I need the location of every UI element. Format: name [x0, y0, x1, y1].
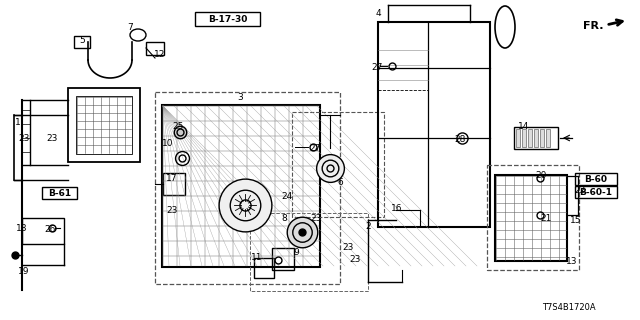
Bar: [74, 36, 90, 48]
Text: 24: 24: [282, 191, 292, 201]
Bar: [68, 88, 140, 162]
Text: B-61: B-61: [48, 188, 71, 197]
Text: 6: 6: [337, 178, 343, 187]
Bar: [250, 213, 368, 291]
Bar: [195, 12, 260, 26]
Text: 27: 27: [309, 143, 321, 153]
Bar: [514, 127, 558, 149]
Bar: [163, 173, 185, 195]
Text: T7S4B1720A: T7S4B1720A: [542, 303, 596, 313]
Bar: [575, 173, 617, 185]
Text: 23: 23: [349, 254, 361, 263]
Text: 12: 12: [154, 50, 166, 59]
Bar: [534, 129, 538, 147]
Bar: [495, 175, 567, 261]
Bar: [146, 42, 164, 55]
Bar: [22, 218, 64, 244]
Text: 1: 1: [15, 117, 21, 126]
Text: 25: 25: [172, 122, 184, 131]
Bar: [76, 96, 132, 154]
Text: B-60-1: B-60-1: [579, 188, 612, 196]
Text: 23: 23: [342, 243, 354, 252]
Bar: [575, 186, 617, 198]
Text: 22: 22: [574, 186, 586, 195]
Text: 13: 13: [566, 257, 578, 266]
Text: 15: 15: [570, 215, 582, 225]
Bar: [42, 187, 77, 199]
Bar: [487, 165, 579, 270]
Bar: [292, 112, 384, 217]
Bar: [528, 129, 532, 147]
Text: 7: 7: [127, 22, 133, 31]
Text: 20: 20: [535, 171, 547, 180]
Bar: [254, 258, 274, 278]
Text: 23: 23: [19, 133, 29, 142]
Text: 19: 19: [19, 268, 29, 276]
Bar: [540, 129, 544, 147]
Bar: [378, 22, 490, 227]
Text: 4: 4: [375, 9, 381, 18]
Text: 23: 23: [310, 213, 322, 222]
Text: 21: 21: [540, 213, 552, 222]
Text: 11: 11: [252, 253, 263, 262]
Bar: [522, 129, 526, 147]
Text: 26: 26: [44, 225, 56, 234]
Text: 14: 14: [518, 122, 530, 131]
Text: FR.: FR.: [584, 21, 604, 31]
Text: 23: 23: [166, 205, 178, 214]
Text: 8: 8: [281, 213, 287, 222]
Bar: [272, 248, 294, 270]
Text: 2: 2: [365, 221, 371, 230]
Text: 3: 3: [237, 92, 243, 101]
Text: B-17-30: B-17-30: [208, 14, 247, 23]
Text: 28: 28: [454, 134, 466, 143]
Text: 10: 10: [163, 139, 173, 148]
Text: 9: 9: [293, 247, 299, 257]
Bar: [162, 105, 320, 267]
Bar: [546, 129, 550, 147]
Text: 18: 18: [16, 223, 28, 233]
Text: 5: 5: [79, 36, 85, 44]
Text: 17: 17: [166, 173, 178, 182]
Text: 23: 23: [46, 133, 58, 142]
Bar: [516, 129, 520, 147]
Text: B-60: B-60: [584, 174, 607, 183]
Bar: [155, 92, 340, 284]
Text: 27: 27: [371, 62, 383, 71]
Text: 16: 16: [391, 204, 403, 212]
